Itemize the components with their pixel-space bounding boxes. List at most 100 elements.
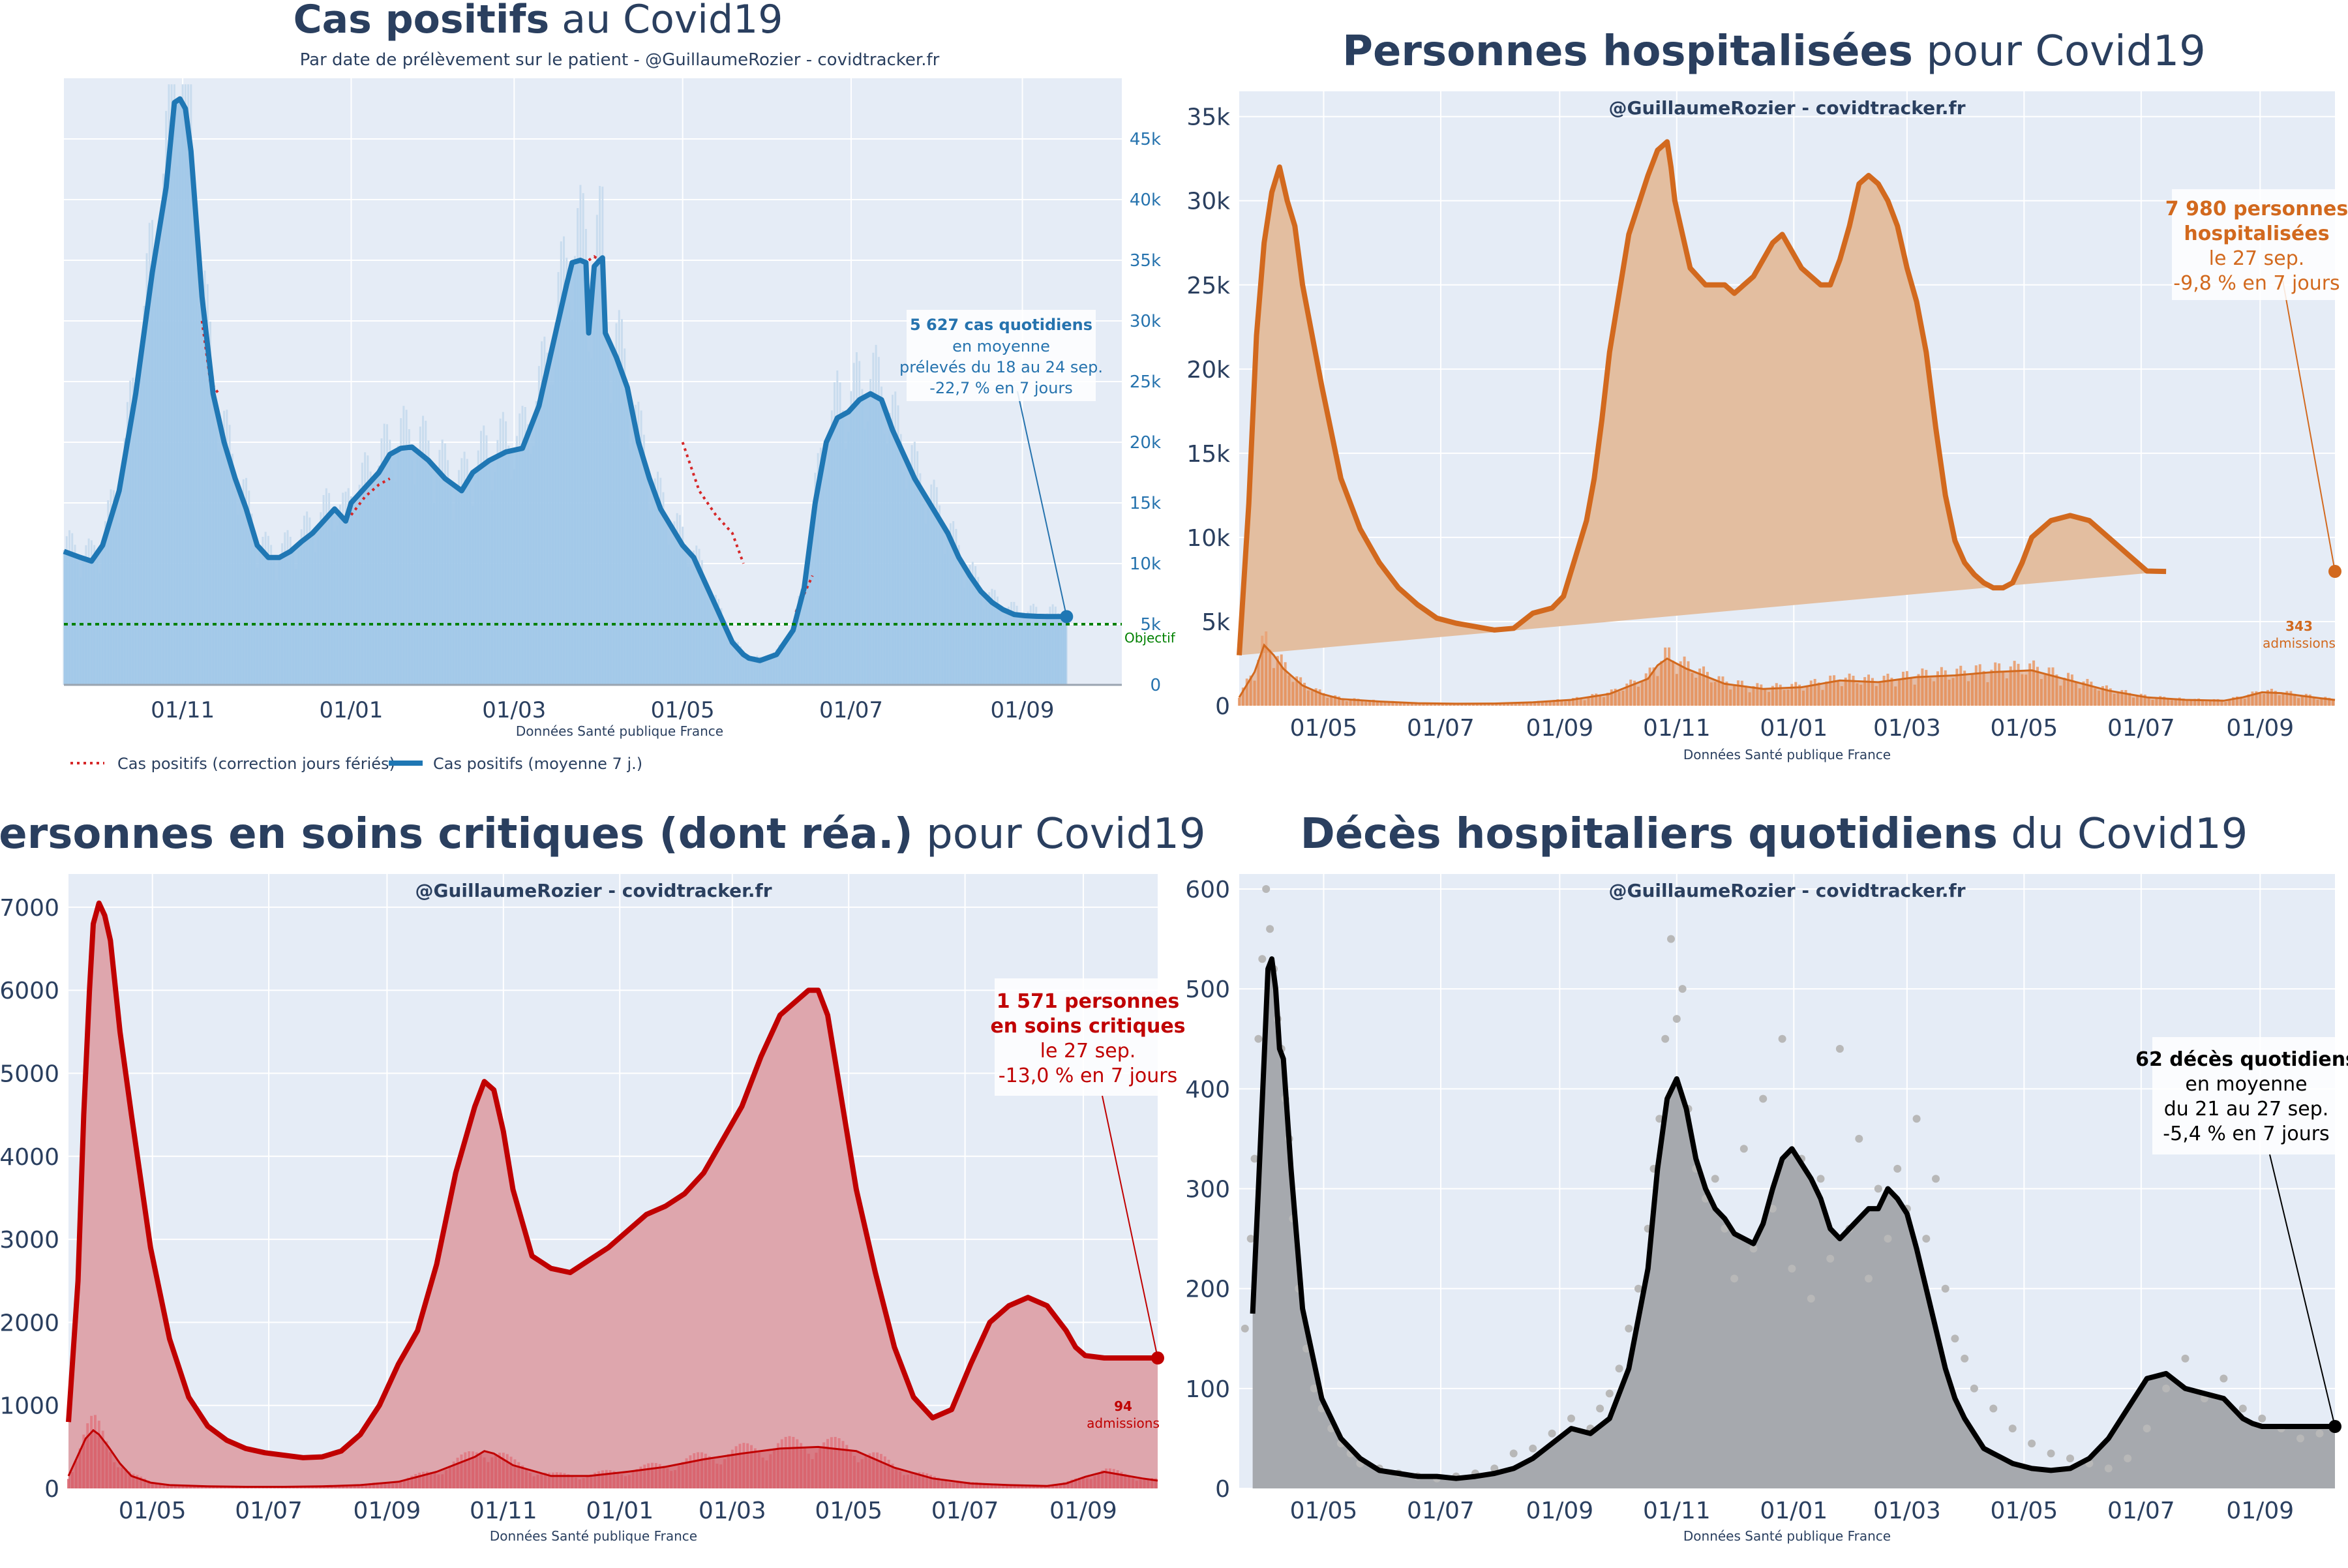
deaths-subtitle: @GuillaumeRozier - covidtracker.fr (1608, 880, 1965, 901)
deaths-daily-dot (1941, 1284, 1949, 1293)
deaths-last-point (2328, 1420, 2341, 1434)
deaths-daily-dot (1865, 1274, 1873, 1283)
crit-x-tick-label: 01/09 (1049, 1498, 1117, 1524)
cases-annotation-line: en moyenne (952, 337, 1050, 355)
deaths-title-bold: Décès hospitaliers quotidiens (1301, 810, 1998, 858)
cases-annotation-line: -22,7 % en 7 jours (929, 379, 1073, 397)
cases-y-tick-label: 10k (1130, 554, 1161, 574)
cases-legend-label: Cas positifs (correction jours fériés) (117, 755, 395, 773)
crit-admissions-line (67, 1428, 1158, 1488)
deaths-daily-dot (1567, 1414, 1575, 1423)
cases-last-point (1060, 610, 1074, 624)
deaths-daily-dot (1788, 1265, 1796, 1273)
deaths-title: Décès hospitaliers quotidiens du Covid19 (1301, 810, 2248, 858)
deaths-title-rest: du Covid19 (1998, 810, 2248, 858)
deaths-daily-dot (2162, 1384, 2171, 1393)
cases-y-tick-label: 15k (1130, 494, 1161, 513)
deaths-x-tick-label: 01/01 (1760, 1498, 1828, 1524)
deaths-y-tick-label: 300 (1185, 1176, 1230, 1203)
crit-x-tick-label: 01/01 (586, 1498, 654, 1524)
cases-y-tick-label: 35k (1130, 251, 1161, 271)
crit-y-tick-label: 4000 (0, 1144, 59, 1171)
deaths-daily-dot (2220, 1374, 2228, 1383)
deaths-x-tick-label: 01/11 (1643, 1498, 1711, 1524)
deaths-daily-dot (1258, 955, 1267, 963)
deaths-line (1250, 956, 2335, 1481)
hosp-x-tick-label: 01/01 (1760, 715, 1828, 742)
deaths-x-tick-label: 01/05 (1990, 1498, 2058, 1524)
crit-annotation-arrow (1102, 1095, 1158, 1359)
cases-title-rest: au Covid19 (549, 0, 783, 42)
crit-y-tick-label: 0 (44, 1476, 59, 1503)
hosp-x-tick-label: 01/07 (2107, 715, 2175, 742)
deaths-daily-dot (1266, 925, 1274, 933)
deaths-daily-dot (1250, 1154, 1259, 1163)
crit-source: Données Santé publique France (490, 1528, 697, 1544)
crit-x-tick-label: 01/03 (699, 1498, 766, 1524)
deaths-daily-dot (2258, 1414, 2266, 1423)
cases-x-tick-label: 01/11 (151, 697, 215, 723)
deaths-y-tick-label: 500 (1185, 976, 1230, 1003)
deaths-y-tick-label: 200 (1185, 1276, 1230, 1303)
deaths-daily-dot (2028, 1440, 2036, 1448)
deaths-daily-dot (1241, 1324, 1249, 1333)
deaths-daily-dot (1970, 1384, 1978, 1393)
hosp-x-tick-label: 01/07 (1407, 715, 1475, 742)
crit-annotation-line: -13,0 % en 7 jours (999, 1064, 1178, 1087)
hosp-subtitle: @GuillaumeRozier - covidtracker.fr (1608, 97, 1965, 119)
deaths-daily-dot (1807, 1295, 1815, 1303)
hosp-y-tick-label: 30k (1186, 188, 1230, 215)
deaths-daily-dot (1768, 1205, 1777, 1213)
deaths-y-tick-label: 100 (1185, 1376, 1230, 1403)
deaths-y-tick-label: 0 (1215, 1476, 1230, 1503)
deaths-daily-dot (2296, 1434, 2304, 1443)
hosp-admissions-area (1239, 645, 2335, 706)
deaths-x-tick-label: 01/03 (1873, 1498, 1941, 1524)
deaths-source: Données Santé publique France (1683, 1528, 1891, 1544)
hosp-admissions-value: 343 (2285, 618, 2313, 634)
deaths-x-tick-label: 01/09 (1526, 1498, 1593, 1524)
cases-annotation-bold: 5 627 cas quotidiens (910, 316, 1092, 334)
crit-x-tick-label: 01/07 (235, 1498, 303, 1524)
deaths-annotation-bg (2152, 1037, 2340, 1154)
cases-annotation-arrow (1017, 391, 1068, 617)
cases-x-tick-label: 01/09 (991, 697, 1055, 723)
cases-source: Données Santé publique France (516, 723, 723, 739)
deaths-annotation-line: -5,4 % en 7 jours (2163, 1123, 2329, 1145)
deaths-daily-dot (1262, 885, 1271, 893)
deaths-daily-dot (1672, 1015, 1681, 1023)
crit-annotation-bold2: en soins critiques (990, 1015, 1185, 1038)
cases-correction-line (350, 477, 391, 516)
deaths-daily-dot (1922, 1235, 1931, 1243)
hosp-area (1239, 142, 2167, 656)
hosp-y-tick-label: 35k (1186, 104, 1230, 131)
cases-x-tick-label: 01/01 (319, 697, 383, 723)
crit-admissions-area (68, 1430, 1158, 1488)
deaths-daily-dot (1625, 1324, 1633, 1333)
cases-y-tick-label: 40k (1130, 190, 1161, 210)
deaths-daily-dot (2066, 1455, 2074, 1462)
hosp-y-tick-label: 25k (1186, 273, 1230, 299)
hosp-x-tick-label: 01/05 (1290, 715, 1358, 742)
deaths-daily-dot (1835, 1045, 1844, 1053)
deaths-daily-dot (1246, 1235, 1255, 1243)
deaths-y-tick-label: 400 (1185, 1076, 1230, 1103)
deaths-daily-dot (1310, 1384, 1318, 1393)
deaths-daily-dot (1749, 1244, 1758, 1253)
deaths-x-tick-label: 01/05 (1290, 1498, 1358, 1524)
crit-x-tick-label: 01/07 (931, 1498, 999, 1524)
deaths-daily-dot (1989, 1404, 1998, 1413)
deaths-daily-dot (2315, 1429, 2324, 1438)
hosp-x-tick-label: 01/05 (1990, 715, 2058, 742)
hosp-y-tick-label: 10k (1186, 525, 1230, 552)
deaths-daily-dot (1678, 985, 1687, 993)
deaths-daily-dot (1711, 1175, 1719, 1183)
crit-y-tick-label: 3000 (0, 1227, 59, 1254)
crit-y-tick-label: 6000 (0, 978, 59, 1004)
deaths-daily-dot (1254, 1034, 1263, 1043)
deaths-daily-dot (1655, 1115, 1664, 1123)
hosp-y-tick-label: 20k (1186, 357, 1230, 384)
cases-y-tick-label: 20k (1130, 433, 1161, 453)
crit-subtitle: @GuillaumeRozier - covidtracker.fr (415, 880, 772, 901)
